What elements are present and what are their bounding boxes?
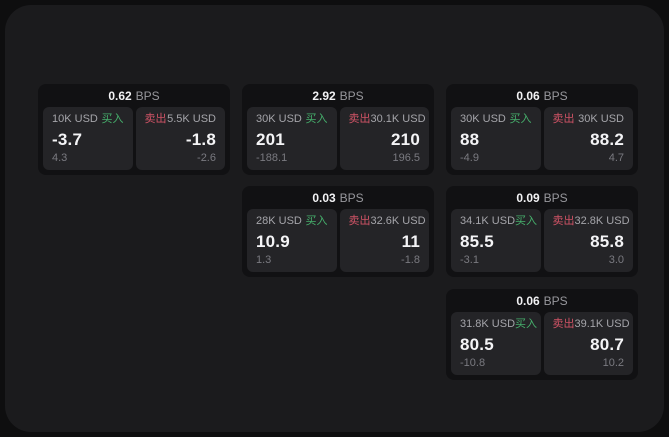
buy-tile[interactable]: 34.1K USD 买入 85.5 -3.1 [451, 209, 541, 272]
buy-tile[interactable]: 30K USD 买入 201 -188.1 [247, 107, 337, 170]
bps-header: 0.03 BPS [242, 186, 434, 207]
tile-row: 31.8K USD 买入 80.5 -10.8 卖出 39.1K USD 80.… [446, 310, 638, 380]
buy-tile[interactable]: 10K USD 买入 -3.7 4.3 [43, 107, 133, 170]
buy-tile[interactable]: 28K USD 买入 10.9 1.3 [247, 209, 337, 272]
sell-delta: 3.0 [608, 254, 624, 266]
sell-amount: 5.5K USD [167, 113, 216, 125]
bps-unit: BPS [543, 293, 568, 308]
sell-price: 11 [401, 231, 420, 251]
quote-card: 0.06 BPS 31.8K USD 买入 80.5 -10.8 卖出 39.1… [446, 289, 638, 380]
buy-amount: 30K USD [460, 113, 506, 125]
buy-tile[interactable]: 31.8K USD 买入 80.5 -10.8 [451, 312, 541, 375]
tile-row: 10K USD 买入 -3.7 4.3 卖出 5.5K USD -1.8 -2.… [38, 105, 230, 175]
bps-header: 0.06 BPS [446, 84, 638, 105]
bps-unit: BPS [543, 88, 568, 103]
sell-price: 88.2 [590, 129, 624, 149]
sell-tile[interactable]: 卖出 30.1K USD 210 196.5 [339, 107, 429, 170]
tile-row: 28K USD 买入 10.9 1.3 卖出 32.6K USD 11 -1.8 [242, 207, 434, 277]
sell-delta: 4.7 [608, 152, 624, 164]
sell-price: 210 [391, 129, 420, 149]
buy-amount: 30K USD [256, 113, 302, 125]
sell-button[interactable]: 卖出 [348, 113, 371, 125]
sell-amount: 30K USD [578, 113, 624, 125]
buy-amount: 31.8K USD [460, 318, 516, 330]
buy-price: 88 [460, 129, 480, 149]
bps-value: 2.92 [312, 88, 336, 103]
sell-amount: 39.1K USD [574, 318, 630, 330]
sell-delta: -1.8 [401, 254, 420, 266]
sell-price: 80.7 [590, 334, 624, 354]
buy-button[interactable]: 买入 [515, 215, 538, 227]
buy-delta: -188.1 [256, 152, 288, 164]
tile-row: 30K USD 买入 88 -4.9 卖出 30K USD 88.2 4.7 [446, 105, 638, 175]
buy-button[interactable]: 买入 [305, 113, 328, 125]
sell-button[interactable]: 卖出 [552, 215, 575, 227]
sell-price: 85.8 [590, 231, 624, 251]
bps-header: 0.09 BPS [446, 186, 638, 207]
bps-header: 0.62 BPS [38, 84, 230, 105]
bps-value: 0.09 [516, 190, 540, 205]
buy-amount: 28K USD [256, 215, 302, 227]
buy-delta: -3.1 [460, 254, 479, 266]
sell-tile[interactable]: 卖出 32.6K USD 11 -1.8 [339, 209, 429, 272]
buy-price: 80.5 [460, 334, 494, 354]
buy-button[interactable]: 买入 [101, 113, 124, 125]
buy-delta: -4.9 [460, 152, 479, 164]
buy-tile[interactable]: 30K USD 买入 88 -4.9 [451, 107, 541, 170]
sell-amount: 32.6K USD [370, 215, 426, 227]
bps-unit: BPS [543, 190, 568, 205]
sell-tile[interactable]: 卖出 32.8K USD 85.8 3.0 [543, 209, 633, 272]
sell-amount: 30.1K USD [370, 113, 426, 125]
sell-button[interactable]: 卖出 [552, 113, 575, 125]
sell-tile[interactable]: 卖出 30K USD 88.2 4.7 [543, 107, 633, 170]
bps-value: 0.03 [312, 190, 336, 205]
bps-header: 2.92 BPS [242, 84, 434, 105]
buy-price: 85.5 [460, 231, 494, 251]
buy-delta: 1.3 [256, 254, 272, 266]
sell-button[interactable]: 卖出 [144, 113, 167, 125]
quote-card: 0.06 BPS 30K USD 买入 88 -4.9 卖出 30K USD 8… [446, 84, 638, 175]
sell-delta: -2.6 [197, 152, 216, 164]
sell-amount: 32.8K USD [574, 215, 630, 227]
bps-unit: BPS [339, 190, 364, 205]
tile-row: 34.1K USD 买入 85.5 -3.1 卖出 32.8K USD 85.8… [446, 207, 638, 277]
buy-price: -3.7 [52, 129, 83, 149]
bps-header: 0.06 BPS [446, 289, 638, 310]
sell-delta: 10.2 [602, 357, 624, 369]
buy-price: 201 [256, 129, 285, 149]
buy-button[interactable]: 买入 [509, 113, 532, 125]
sell-price: -1.8 [185, 129, 216, 149]
buy-delta: -10.8 [460, 357, 486, 369]
buy-button[interactable]: 买入 [305, 215, 328, 227]
buy-button[interactable]: 买入 [515, 318, 538, 330]
buy-delta: 4.3 [52, 152, 68, 164]
quote-card: 2.92 BPS 30K USD 买入 201 -188.1 卖出 30.1K … [242, 84, 434, 175]
buy-amount: 34.1K USD [460, 215, 516, 227]
tile-row: 30K USD 买入 201 -188.1 卖出 30.1K USD 210 1… [242, 105, 434, 175]
quote-card: 0.62 BPS 10K USD 买入 -3.7 4.3 卖出 5.5K USD… [38, 84, 230, 175]
quote-card: 0.03 BPS 28K USD 买入 10.9 1.3 卖出 32.6K US… [242, 186, 434, 277]
sell-tile[interactable]: 卖出 39.1K USD 80.7 10.2 [543, 312, 633, 375]
buy-price: 10.9 [256, 231, 290, 251]
bps-value: 0.06 [516, 88, 540, 103]
sell-tile[interactable]: 卖出 5.5K USD -1.8 -2.6 [135, 107, 225, 170]
quote-card: 0.09 BPS 34.1K USD 买入 85.5 -3.1 卖出 32.8K… [446, 186, 638, 277]
bps-unit: BPS [339, 88, 364, 103]
sell-delta: 196.5 [392, 152, 420, 164]
buy-amount: 10K USD [52, 113, 98, 125]
bps-value: 0.62 [108, 88, 132, 103]
sell-button[interactable]: 卖出 [552, 318, 575, 330]
sell-button[interactable]: 卖出 [348, 215, 371, 227]
bps-value: 0.06 [516, 293, 540, 308]
bps-unit: BPS [135, 88, 160, 103]
